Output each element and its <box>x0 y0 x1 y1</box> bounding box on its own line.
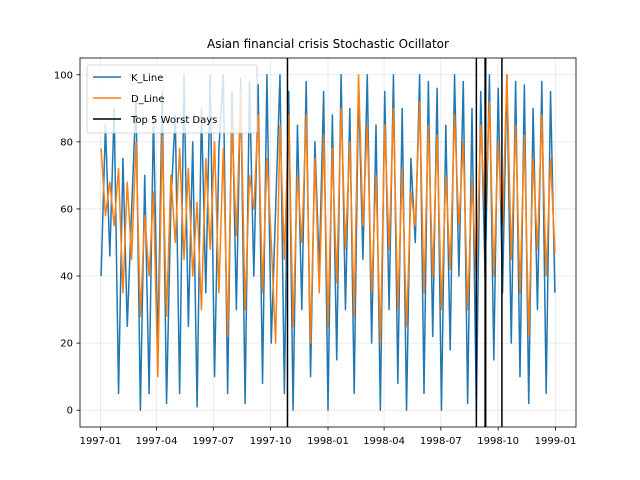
series-layer <box>100 74 556 411</box>
y-tick-label: 60 <box>60 204 73 215</box>
x-axis: 1997-01 1997-04 1997-07 1997-10 1998-01 1998-… <box>80 427 577 447</box>
x-tick-label: 1997-01 <box>80 436 122 447</box>
x-tick-label: 1998-01 <box>307 436 349 447</box>
legend-label: Top 5 Worst Days <box>130 115 217 126</box>
worst-days-lines <box>286 58 503 427</box>
y-tick-label: 100 <box>54 70 73 81</box>
x-tick-label: 1997-10 <box>250 436 292 447</box>
x-tick-label: 1998-10 <box>477 436 519 447</box>
legend-label: D_Line <box>131 94 165 105</box>
chart-title: Asian financial crisis Stochastic Ocilla… <box>207 37 449 51</box>
y-tick-label: 20 <box>60 339 73 350</box>
legend-box <box>86 64 258 134</box>
x-tick-label: 1998-07 <box>420 436 462 447</box>
legend: K_Line D_Line Top 5 Worst Days <box>86 64 258 134</box>
y-tick-label: 0 <box>67 406 73 417</box>
y-axis: 0 20 40 60 80 100 <box>54 70 80 417</box>
x-tick-label: 1998-04 <box>363 436 405 447</box>
y-tick-label: 40 <box>60 272 73 283</box>
x-tick-label: 1997-04 <box>136 436 178 447</box>
y-tick-label: 80 <box>60 137 73 148</box>
series-line-d-line <box>100 74 556 378</box>
x-tick-label: 1999-01 <box>535 436 577 447</box>
legend-label: K_Line <box>131 73 163 84</box>
x-tick-label: 1997-07 <box>192 436 234 447</box>
